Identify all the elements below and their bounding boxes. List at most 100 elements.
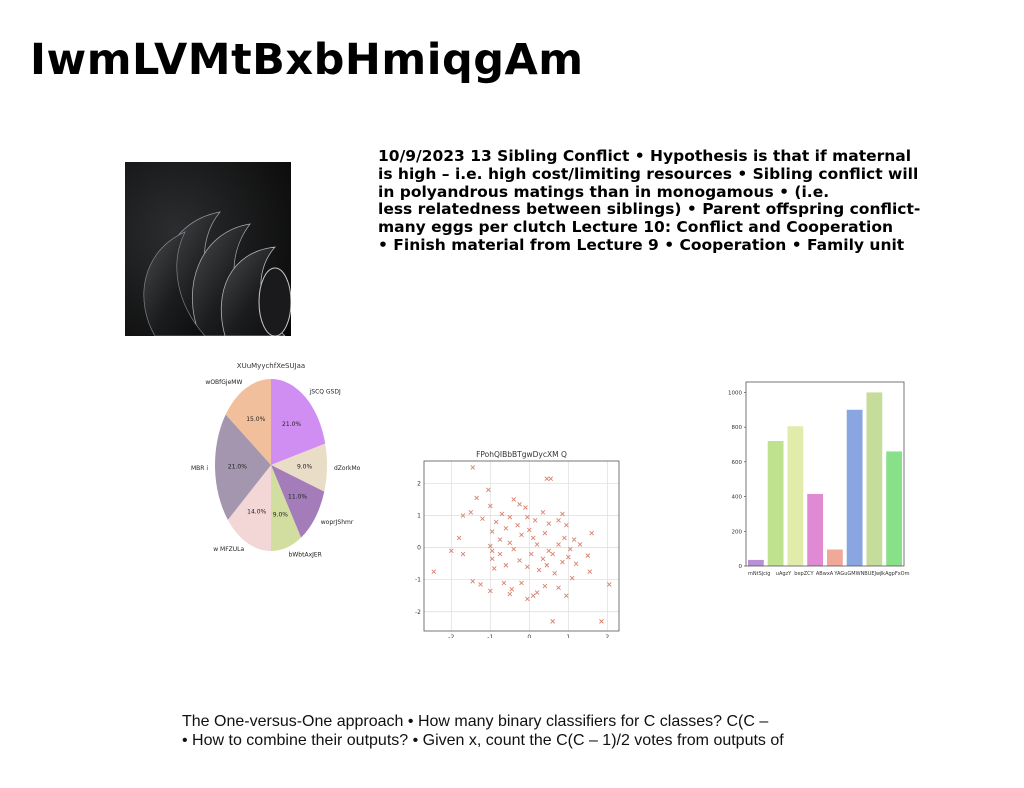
- abstract-wave-image: [125, 162, 291, 336]
- scatter-point: [569, 575, 575, 581]
- scatter-point: [487, 588, 493, 594]
- scatter-point: [565, 554, 571, 560]
- scatter-point: [431, 569, 437, 574]
- scatter-point: [511, 497, 517, 502]
- pie-category-label: jSCQ GSDJ: [309, 389, 341, 396]
- scatter-point: [468, 510, 474, 515]
- scatter-point: [478, 582, 483, 587]
- scatter-point: [517, 558, 522, 563]
- scatter-point: [489, 548, 495, 554]
- bar: [807, 493, 824, 566]
- chart-title: FPohQIBbBTgwDycXM Q: [476, 450, 567, 459]
- scatter-point: [548, 476, 554, 481]
- scatter-point: [509, 586, 515, 592]
- pie-category-label: woprJShmr: [321, 519, 354, 526]
- scatter-point: [589, 530, 595, 536]
- scatter-point: [560, 559, 565, 565]
- scatter-point: [550, 551, 556, 557]
- scatter-point: [525, 596, 530, 602]
- body-line: less relatedness between siblings) • Par…: [378, 200, 921, 219]
- scatter-point: [470, 465, 476, 470]
- x-tick-label: lkAgpFxOmPB w: [881, 571, 910, 577]
- pie-category-label: dZorkMo: [334, 465, 361, 472]
- body-line: many eggs per clutch Lecture 10: Conflic…: [378, 218, 894, 237]
- scatter-point: [507, 514, 513, 520]
- scatter-point: [599, 619, 604, 624]
- scatter-point: [448, 548, 454, 554]
- scatter-point: [487, 543, 493, 549]
- bar: [767, 441, 784, 566]
- scatter-point: [577, 542, 583, 547]
- y-tick-label: 600: [732, 460, 743, 466]
- scatter-point: [552, 570, 557, 576]
- footer-line: • How to combine their outputs? • Given …: [182, 732, 784, 749]
- bar: [886, 451, 903, 566]
- y-tick-label: 2: [417, 480, 421, 487]
- pie-slice: [271, 465, 302, 551]
- scatter-point: [540, 510, 546, 515]
- body-line: • Finish material from Lecture 9 • Coope…: [378, 235, 905, 254]
- pie-slice: [271, 443, 327, 492]
- pie-slice: [271, 465, 325, 538]
- scatter-point: [525, 514, 530, 520]
- pie-slice: [271, 379, 326, 465]
- scatter-point: [573, 561, 579, 566]
- scatter-point: [486, 487, 491, 493]
- pie-slice-label: 15.0%: [246, 416, 265, 423]
- scatter-chart: FPohQIBbBTgwDycXM Q -2 -1 0 1 2 -2 -1 0 1 2: [410, 448, 625, 638]
- slide-footer-text: The One-versus-One approach • How many b…: [182, 712, 882, 750]
- bar: [826, 549, 843, 566]
- scatter-point: [456, 535, 462, 541]
- y-tick-label: 0: [739, 564, 743, 570]
- x-tick-label: -1: [487, 634, 493, 638]
- x-tick-label: -2: [448, 634, 454, 638]
- body-line: 10/9/2023 13 Sibling Conflict • Hypothes…: [378, 147, 912, 165]
- x-tick-label: 0: [527, 634, 531, 638]
- footer-line: The One-versus-One approach • How many b…: [182, 713, 769, 730]
- scatter-point: [507, 591, 513, 597]
- scatter-point: [542, 583, 548, 589]
- y-tick-label: 1: [417, 513, 421, 520]
- body-line: is high – i.e. high cost/limiting resour…: [378, 164, 919, 183]
- plot-frame: [745, 381, 905, 567]
- scatter-point: [534, 542, 540, 547]
- scatter-point: [526, 527, 532, 533]
- scatter-point: [519, 580, 524, 586]
- pie-slice-label: 9.0%: [297, 464, 313, 471]
- y-tick-label: -2: [415, 609, 421, 616]
- bar: [846, 409, 863, 566]
- scatter-point: [571, 537, 577, 542]
- bar: [787, 426, 804, 566]
- plot-frame: [423, 460, 620, 632]
- scatter-point: [489, 529, 495, 534]
- scatter-point: [480, 516, 485, 522]
- x-tick-label: mNtSjcig: [748, 571, 770, 577]
- pie-slice-label: 21.0%: [282, 421, 301, 428]
- scatter-point: [544, 476, 550, 481]
- scatter-point: [474, 495, 479, 501]
- scatter-point: [499, 511, 505, 517]
- y-tick-label: -1: [415, 577, 421, 584]
- bar-chart: 0 200 400 600 800 1000 mNtSjcig uAgzY bepZCY ABwx…: [726, 378, 910, 584]
- scatter-point: [497, 551, 503, 557]
- pie-slice: [225, 379, 271, 465]
- scatter-point: [564, 522, 569, 528]
- scatter-point: [562, 535, 567, 541]
- y-tick-label: 0: [417, 545, 421, 552]
- scatter-point: [560, 511, 565, 517]
- x-tick-label: YAGuGMWNBUEJwj: [833, 571, 881, 577]
- scatter-point: [542, 530, 548, 536]
- scatter-point: [532, 518, 538, 523]
- y-tick-label: 400: [732, 495, 743, 501]
- bar: [747, 559, 764, 566]
- scatter-point: [493, 519, 499, 525]
- scatter-point: [546, 521, 552, 526]
- scatter-point: [525, 564, 530, 570]
- scatter-point: [497, 537, 503, 542]
- pie-slice-label: 11.0%: [288, 494, 307, 501]
- pie-category-label: wOBfGjeMW: [205, 379, 242, 386]
- pie-category-label: w MFZULa: [213, 546, 244, 553]
- scatter-point: [587, 569, 593, 574]
- pie-slice: [227, 465, 271, 551]
- bar: [866, 392, 883, 566]
